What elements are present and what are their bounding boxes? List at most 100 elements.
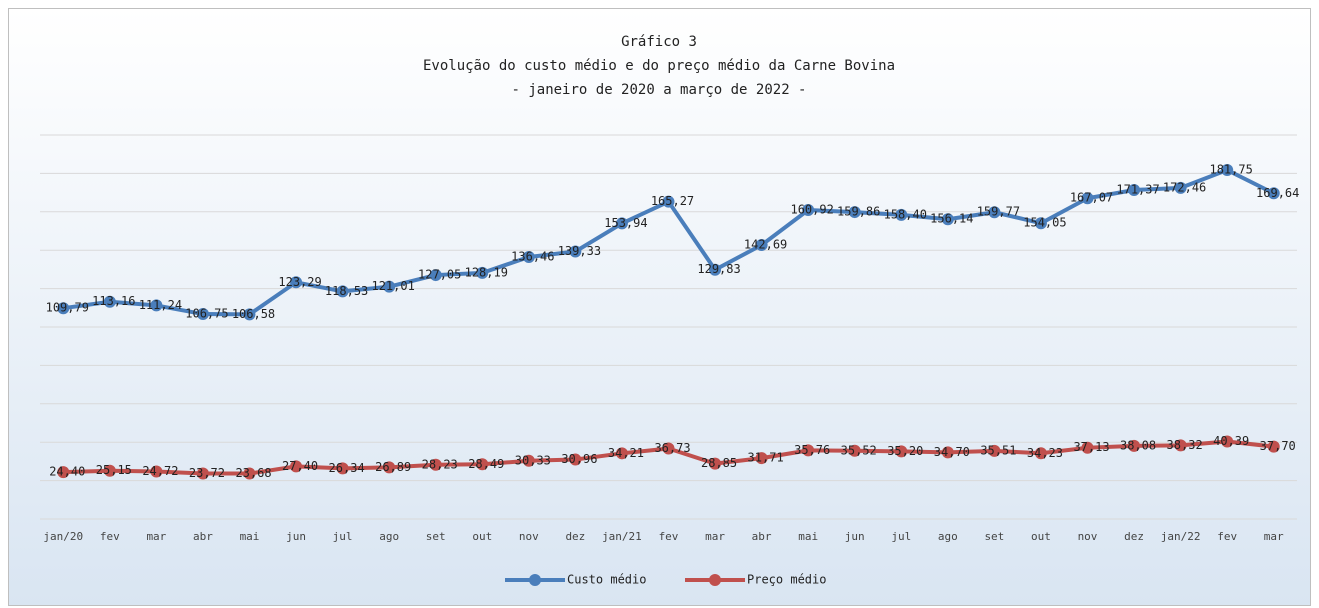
data-label: 123,29 [278,275,321,289]
data-label: 37,70 [1260,439,1296,453]
data-label: 167,07 [1070,191,1113,205]
data-point [103,464,116,477]
data-label: 38,32 [1167,438,1203,452]
data-point [1128,439,1141,452]
data-point [1128,183,1141,196]
x-tick-label: jan/20 [43,530,83,543]
data-point [429,269,442,282]
x-tick-label: mar [705,530,725,543]
chart-title: Gráfico 3 [621,34,697,50]
data-label: 129,83 [697,262,740,276]
x-tick-label: jan/21 [602,530,642,543]
x-tick-label: jul [333,530,353,543]
data-point [755,239,768,252]
x-tick-label: set [426,530,446,543]
x-tick-label: dez [565,530,585,543]
data-point [569,245,582,258]
legend-marker [709,574,721,586]
data-point [150,299,163,312]
data-label: 23,68 [235,466,271,480]
data-label: 35,20 [887,444,923,458]
data-point [57,302,70,315]
chart-subtitle: Evolução do custo médio e do preço médio… [423,58,895,74]
data-label: 156,14 [930,212,973,226]
data-label: 111,24 [139,298,182,312]
data-label: 154,05 [1023,216,1066,230]
data-label: 34,70 [934,445,970,459]
data-point [522,454,535,467]
data-point [941,446,954,459]
data-label: 127,05 [418,268,461,282]
data-label: 172,46 [1163,180,1206,194]
data-label: 26,34 [329,461,365,475]
data-point [429,458,442,471]
x-tick-label: mar [1264,530,1284,543]
data-point [895,445,908,458]
data-point [476,266,489,279]
data-label: 27,40 [282,459,318,473]
legend-label: Preço médio [747,573,826,587]
data-label: 159,77 [977,205,1020,219]
data-label: 23,72 [189,466,225,480]
data-label: 35,51 [980,443,1016,457]
x-tick-label: fev [659,530,679,543]
x-tick-label: out [472,530,492,543]
data-point [755,452,768,465]
data-label: 37,13 [1073,440,1109,454]
data-point [895,208,908,221]
data-point [103,295,116,308]
x-tick-label: abr [193,530,213,543]
data-point [848,444,861,457]
data-label: 158,40 [884,207,927,221]
data-point [476,458,489,471]
data-label: 34,23 [1027,446,1063,460]
data-point [336,462,349,475]
x-tick-label: set [984,530,1004,543]
data-label: 28,85 [701,456,737,470]
data-label: 160,92 [790,203,833,217]
data-point [243,467,256,480]
data-label: 169,64 [1256,186,1299,200]
data-label: 139,33 [558,244,601,258]
data-label: 128,19 [465,265,508,279]
data-point [290,276,303,289]
data-point [150,465,163,478]
data-point [1081,441,1094,454]
data-point [522,250,535,263]
data-point [988,206,1001,219]
data-label: 106,58 [232,307,275,321]
data-point [569,453,582,466]
data-point [1267,187,1280,200]
legend-marker [529,574,541,586]
x-tick-label: mai [240,530,260,543]
data-point [196,308,209,321]
data-label: 25,15 [96,463,132,477]
x-tick-label: jul [891,530,911,543]
data-point [1221,435,1234,448]
x-tick-label: jan/22 [1161,530,1201,543]
data-point [243,308,256,321]
data-label: 118,53 [325,284,368,298]
data-label: 109,79 [46,301,89,315]
data-label: 38,08 [1120,438,1156,452]
data-label: 34,21 [608,446,644,460]
data-label: 181,75 [1209,163,1252,177]
data-point [848,206,861,219]
x-tick-label: ago [379,530,399,543]
data-point [709,263,722,276]
data-label: 153,94 [604,216,647,230]
data-point [709,457,722,470]
data-point [383,461,396,474]
x-tick-label: ago [938,530,958,543]
data-point [336,285,349,298]
data-point [1081,192,1094,205]
data-point [290,460,303,473]
data-label: 142,69 [744,238,787,252]
x-tick-label: nov [1078,530,1098,543]
data-label: 24,72 [142,464,178,478]
data-label: 28,49 [468,457,504,471]
data-point [1174,439,1187,452]
data-point [615,447,628,460]
data-point [196,467,209,480]
data-label: 35,76 [794,443,830,457]
